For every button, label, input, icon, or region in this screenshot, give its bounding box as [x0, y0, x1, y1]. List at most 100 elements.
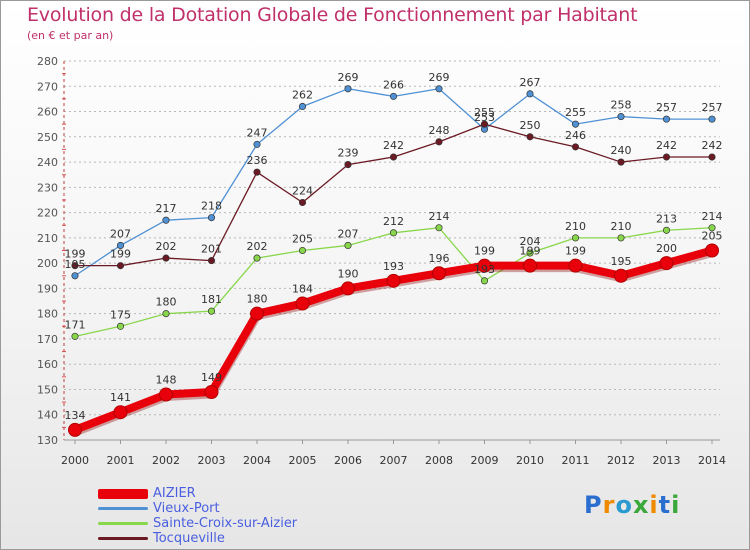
data-label: 240 [611, 144, 632, 157]
logo-letter: P [584, 491, 603, 519]
x-tick-label: 2013 [653, 454, 681, 467]
chart-subtitle: (en € et par an) [27, 29, 114, 42]
data-point [435, 85, 443, 93]
data-point [253, 168, 261, 176]
y-tick-label: 210 [37, 232, 58, 245]
data-label: 212 [383, 215, 404, 228]
proxiti-logo: Proxiti [584, 491, 680, 519]
legend-label: Vieux-Port [153, 501, 220, 516]
x-tick-label: 2007 [380, 454, 408, 467]
chart-title: Evolution de la Dotation Globale de Fonc… [27, 4, 638, 26]
data-point [116, 322, 125, 330]
data-point [298, 198, 307, 207]
data-point [708, 115, 716, 123]
y-tick-label: 170 [37, 333, 58, 346]
x-tick-label: 2012 [607, 454, 635, 467]
y-tick-label: 150 [37, 383, 58, 396]
data-label: 202 [156, 240, 177, 253]
data-point [344, 241, 352, 249]
data-label: 210 [565, 220, 586, 233]
data-label: 200 [656, 242, 677, 255]
y-tick-label: 240 [37, 156, 58, 169]
data-point [435, 224, 443, 232]
data-point [204, 384, 219, 399]
data-label: 217 [156, 202, 177, 215]
data-point [298, 102, 307, 111]
data-point [159, 387, 173, 402]
data-label: 214 [429, 210, 450, 223]
data-label: 190 [338, 267, 359, 280]
data-point [526, 90, 534, 98]
data-point [207, 214, 216, 222]
data-point [526, 133, 534, 141]
y-tick-label: 270 [37, 80, 58, 93]
data-point [253, 254, 261, 262]
data-label: 180 [247, 293, 268, 306]
data-label: 199 [110, 248, 131, 261]
data-point [389, 229, 398, 237]
data-point [253, 140, 261, 148]
data-label: 248 [429, 124, 450, 137]
y-tick-label: 250 [37, 131, 58, 144]
data-label: 193 [474, 263, 495, 276]
data-label: 205 [292, 233, 313, 246]
data-label: 199 [520, 245, 541, 258]
data-point [705, 243, 719, 258]
data-label: 224 [292, 184, 313, 197]
x-tick-label: 2003 [198, 454, 226, 467]
y-tick-label: 200 [37, 257, 58, 270]
legend-swatch [98, 507, 148, 510]
data-point [662, 153, 671, 161]
data-point [480, 120, 489, 128]
data-label: 214 [702, 210, 723, 223]
data-label: 207 [110, 227, 131, 240]
data-label: 205 [702, 230, 723, 243]
x-tick-label: 2009 [471, 454, 499, 467]
data-label: 257 [702, 101, 723, 114]
x-tick-label: 2014 [698, 454, 726, 467]
y-tick-label: 260 [37, 106, 58, 119]
data-point [617, 234, 625, 242]
data-point [389, 153, 398, 161]
data-point [162, 310, 170, 318]
data-point [344, 161, 352, 169]
data-point [386, 273, 401, 288]
data-point [71, 272, 79, 280]
data-label: 134 [65, 409, 86, 422]
legend-item: AIZIER [98, 486, 297, 501]
data-label: 171 [65, 318, 86, 331]
legend-item: Sainte-Croix-sur-Aizier [98, 516, 297, 531]
data-label: 250 [520, 119, 541, 132]
data-point [250, 306, 264, 321]
data-point [68, 422, 82, 437]
data-label: 236 [247, 154, 268, 167]
data-label: 255 [474, 106, 495, 119]
data-label: 201 [201, 243, 222, 256]
data-label: 149 [201, 371, 222, 384]
data-point [116, 241, 125, 249]
x-tick-label: 2001 [107, 454, 135, 467]
data-label: 246 [565, 129, 586, 142]
data-point [662, 115, 671, 123]
data-label: 141 [110, 391, 131, 404]
x-tick-label: 2000 [61, 454, 89, 467]
data-label: 204 [520, 235, 541, 248]
data-label: 247 [247, 126, 268, 139]
data-point [435, 138, 443, 146]
data-point [617, 158, 625, 166]
data-label: 210 [611, 220, 632, 233]
data-label: 195 [65, 258, 86, 271]
data-point [571, 120, 580, 128]
data-point [71, 332, 79, 340]
data-label: 207 [338, 227, 359, 240]
logo-letter: x [632, 491, 650, 519]
logo-letter: o [615, 491, 633, 519]
x-tick-label: 2006 [334, 454, 362, 467]
y-tick-label: 140 [37, 409, 58, 422]
data-point [477, 258, 492, 273]
data-label: 199 [565, 245, 586, 258]
data-label: 239 [338, 147, 359, 160]
data-label: 269 [338, 71, 359, 84]
data-label: 269 [429, 71, 450, 84]
